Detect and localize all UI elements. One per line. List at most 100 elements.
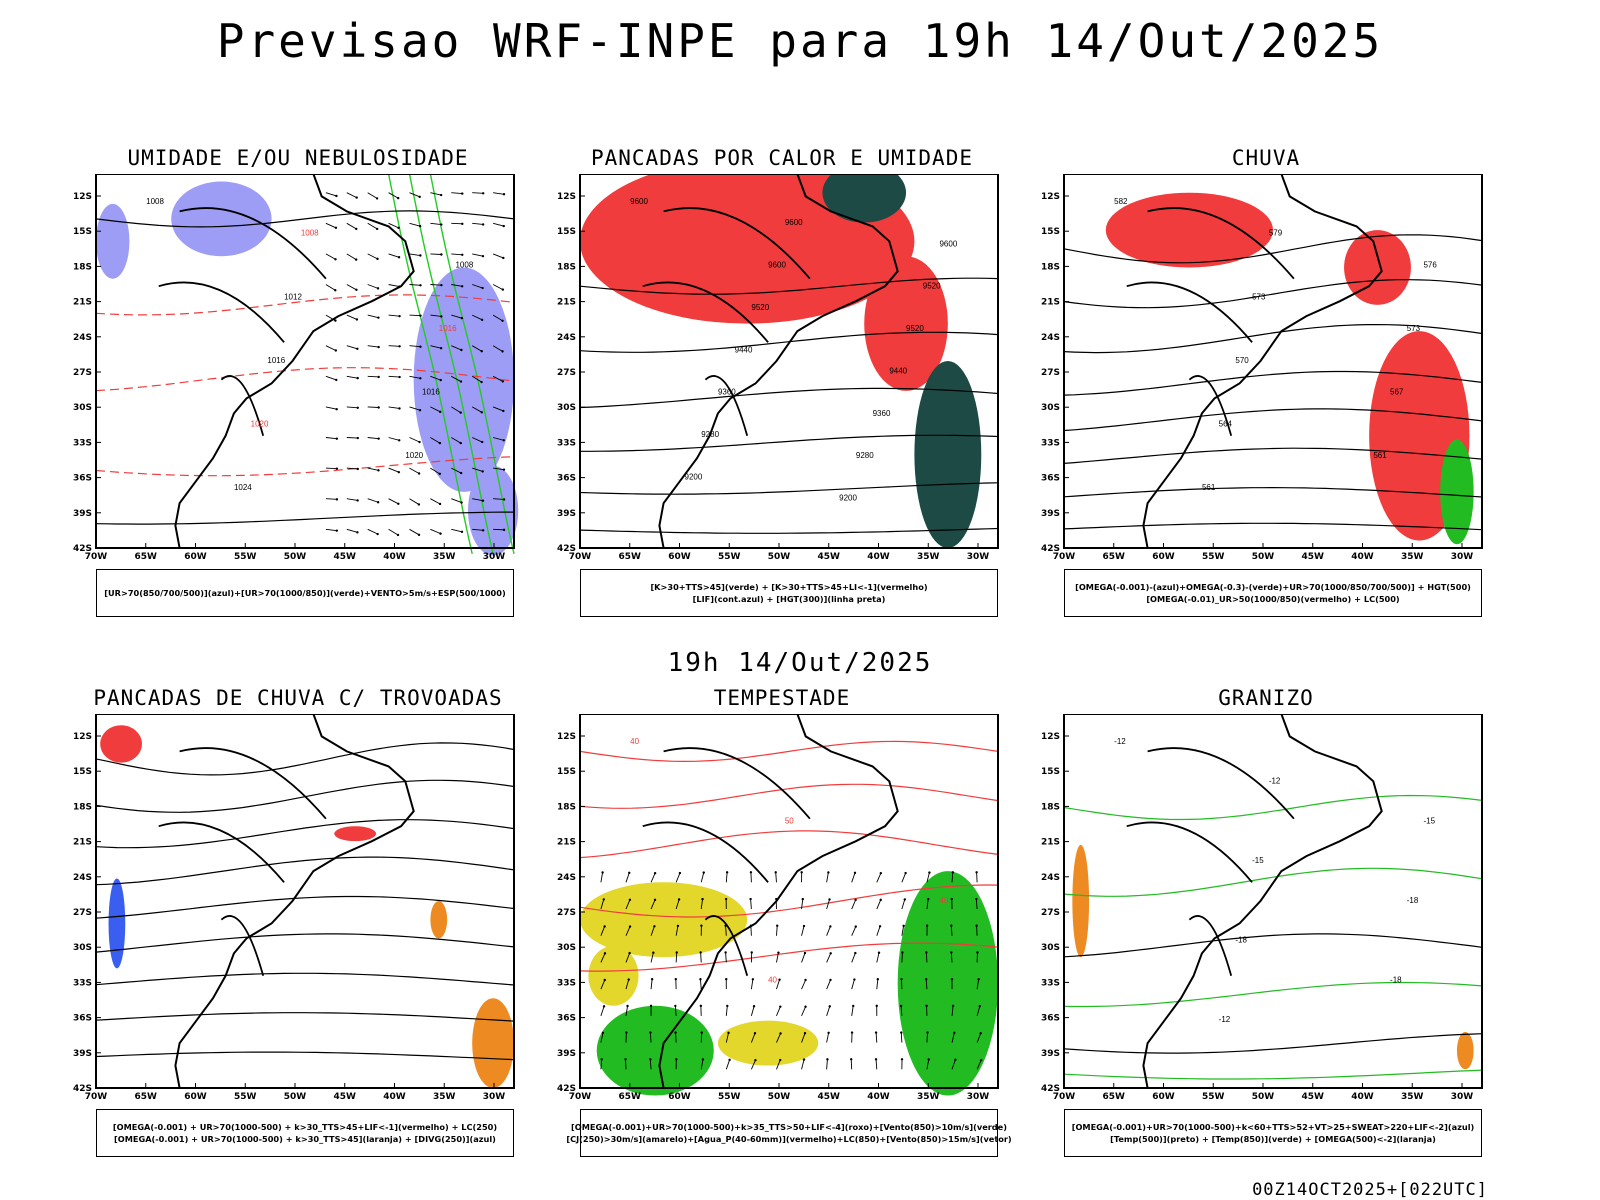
wind-vector (903, 898, 906, 901)
wind-vector (335, 408, 338, 411)
wind-vector (398, 439, 401, 442)
wind-vector (355, 318, 359, 321)
wind-vector (800, 871, 803, 874)
contour-line (1063, 486, 1483, 498)
wind-vector (625, 926, 631, 936)
contour-line (1063, 279, 1483, 309)
wind-vector (377, 316, 380, 319)
wind-vector (334, 349, 338, 352)
wind-vector (472, 437, 483, 443)
wind-vector (346, 528, 358, 533)
wind-vector (440, 253, 443, 256)
lat-tick-label: 15S (1041, 227, 1060, 237)
lat-tick-label: 24S (1041, 333, 1060, 343)
wind-vector (976, 951, 979, 954)
wind-vector (724, 951, 727, 954)
wind-vector (325, 467, 337, 470)
wind-vector (346, 222, 357, 230)
lon-tick-label: 40W (383, 552, 406, 562)
political-border (663, 747, 811, 820)
wind-vector (753, 1032, 757, 1035)
wind-vector (346, 498, 358, 501)
coastline (658, 714, 899, 1089)
wind-vector (335, 437, 339, 440)
lon-tick-label: 50W (284, 1092, 307, 1102)
wind-vector (826, 1058, 829, 1061)
wind-vector (376, 287, 380, 290)
wind-vector (481, 192, 485, 195)
wind-vector (502, 498, 506, 501)
plot-frame (95, 714, 515, 1089)
wind-vector (481, 223, 485, 226)
wind-vector (388, 498, 399, 505)
wind-vector (334, 226, 338, 229)
panel-chuva: CHUVA 582 579 576 573 573 570 567 564 561 561 12S 1… (1026, 146, 1506, 636)
wind-vector (397, 470, 401, 474)
contour-line (579, 740, 999, 763)
wind-vector (492, 345, 503, 352)
contour-label: -18 (1407, 896, 1419, 905)
wind-vector (854, 925, 857, 928)
wind-vector (776, 1033, 781, 1043)
coastline (1142, 714, 1383, 1089)
wind-vector (674, 1004, 677, 1008)
wind-vector (481, 440, 484, 444)
field-shading (1072, 844, 1090, 958)
panel-legend: [OMEGA(-0.001) + UR>70(1000-500) + k>30_… (96, 1109, 514, 1157)
wind-vector (409, 253, 421, 256)
lon-tick-label: 40W (867, 552, 890, 562)
wind-vector (439, 410, 442, 414)
wind-vector (979, 1032, 982, 1035)
wind-vector (430, 253, 442, 255)
contour-label: 576 (1423, 261, 1437, 270)
wind-vector (924, 977, 928, 981)
contour-line (579, 482, 999, 495)
wind-vector (976, 979, 980, 990)
wind-vector (602, 898, 605, 901)
wind-vector (481, 470, 484, 473)
wind-vector (975, 897, 978, 901)
wind-vector (472, 253, 484, 257)
political-border (1126, 281, 1253, 343)
lon-tick-label: 35W (433, 1092, 456, 1102)
wind-vector (725, 925, 727, 936)
wind-vector (335, 194, 338, 198)
plot-frame (579, 714, 999, 1089)
contour-label: 9200 (685, 472, 703, 481)
wind-vector (653, 925, 656, 928)
wind-vector (802, 1058, 806, 1061)
lat-tick-label: 27S (557, 908, 576, 918)
wind-vector (699, 951, 702, 954)
wind-vector (459, 411, 462, 414)
wind-vector (826, 1032, 830, 1043)
political-border (179, 747, 327, 820)
wind-vector (675, 952, 678, 963)
panel-legend: [K>30+TTS>45](verde) + [K>30+TTS>45+LI<-… (580, 569, 998, 617)
lat-tick-label: 42S (73, 544, 92, 554)
wind-vector (953, 1031, 956, 1035)
wind-vector (460, 285, 464, 288)
wind-vector (725, 1059, 731, 1070)
field-shading (864, 256, 948, 391)
legend-line: [CJ(250)>30m/s](amarelo)+[Agua_P(40-60mm… (566, 1134, 1012, 1144)
lat-tick-label: 33S (73, 978, 92, 988)
wind-vector (501, 288, 505, 291)
lon-tick-label: 70W (569, 552, 592, 562)
wind-vector (625, 1031, 628, 1034)
wind-vector (325, 406, 337, 410)
wind-vector (779, 1005, 782, 1008)
wind-vector (778, 978, 781, 981)
wind-vector (754, 1058, 757, 1062)
lon-tick-label: 60W (184, 1092, 207, 1102)
wind-vector (409, 375, 421, 379)
contour-label: 9280 (701, 430, 719, 439)
wind-vector (355, 196, 358, 199)
wind-vector (471, 345, 482, 352)
wind-vector (430, 284, 442, 286)
lat-tick-label: 39S (1041, 509, 1060, 519)
wind-vector (750, 1033, 756, 1043)
plot-frame (579, 174, 999, 549)
wind-vector (801, 1033, 806, 1043)
wind-vector (480, 411, 483, 414)
wind-vector (356, 531, 359, 534)
